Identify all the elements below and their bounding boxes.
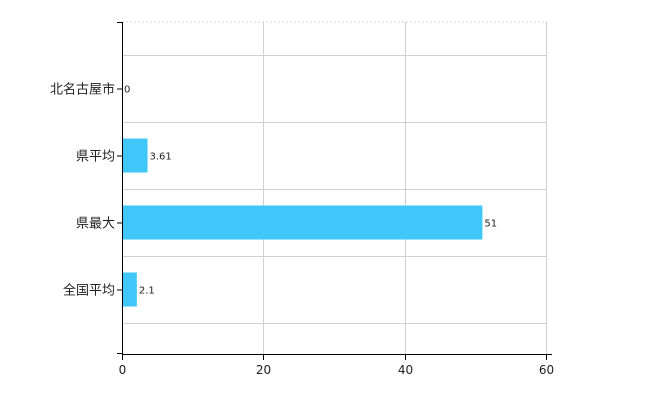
y-tick-label-3: 全国平均 <box>63 283 115 299</box>
data-label-3: 2.1 <box>139 286 155 297</box>
x-tick-label-1: 20 <box>256 363 271 377</box>
data-label-2: 51 <box>484 219 497 230</box>
data-label-0: 0 <box>124 85 130 96</box>
bars <box>122 138 483 307</box>
bar-1 <box>122 138 148 173</box>
data-labels: 0 3.61 51 2.1 <box>124 85 497 297</box>
grid <box>122 21 547 354</box>
y-tick-label-1: 県平均 <box>76 150 115 165</box>
x-tick-label-0: 0 <box>119 363 127 377</box>
y-tick-label-0: 北名古屋市 <box>50 82 115 98</box>
x-tick-label-3: 60 <box>539 363 554 377</box>
x-tick-label-2: 40 <box>398 363 413 377</box>
bar-3 <box>122 272 137 307</box>
bar-2 <box>122 205 483 240</box>
y-tick-label-2: 県最大 <box>76 217 115 232</box>
data-label-1: 3.61 <box>150 152 172 163</box>
